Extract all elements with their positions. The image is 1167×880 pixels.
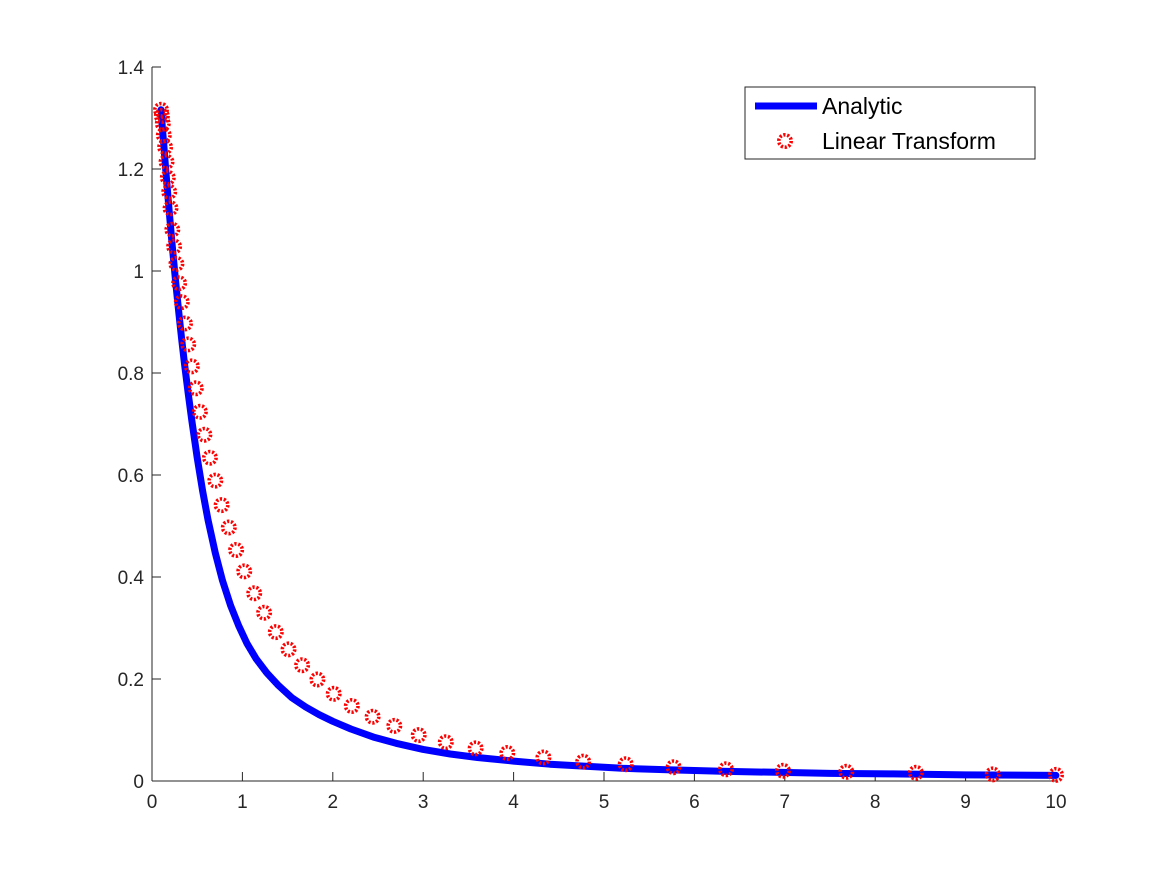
series-point-linear-transform bbox=[191, 403, 208, 420]
y-tick-label: 1.2 bbox=[118, 160, 144, 181]
series-line-analytic bbox=[157, 106, 1060, 779]
series-point-linear-transform bbox=[838, 763, 855, 780]
series-point-linear-transform bbox=[213, 497, 230, 514]
series-point-linear-transform bbox=[187, 380, 204, 397]
y-tick-label: 0.4 bbox=[118, 568, 145, 589]
y-tick-label: 0.6 bbox=[118, 466, 144, 487]
series-point-linear-transform bbox=[155, 127, 172, 144]
series-point-linear-transform bbox=[467, 740, 484, 757]
series-point-linear-transform bbox=[267, 624, 284, 641]
series-point-linear-transform bbox=[246, 585, 263, 602]
series-point-linear-transform bbox=[325, 685, 342, 702]
y-tick-label: 1.4 bbox=[118, 58, 145, 79]
series-point-linear-transform bbox=[437, 734, 454, 751]
series-point-linear-transform bbox=[161, 183, 178, 200]
series-point-linear-transform bbox=[343, 697, 360, 714]
series-point-linear-transform bbox=[575, 753, 592, 770]
series-point-linear-transform bbox=[410, 727, 427, 744]
series-point-linear-transform bbox=[499, 744, 516, 761]
y-tick-label: 0.2 bbox=[118, 670, 144, 691]
series-point-linear-transform bbox=[294, 657, 311, 674]
series-point-linear-transform bbox=[173, 294, 190, 311]
series-point-linear-transform bbox=[309, 671, 326, 688]
x-tick-label: 0 bbox=[147, 792, 158, 813]
y-tick-label: 0 bbox=[133, 772, 144, 793]
x-tick-label: 5 bbox=[599, 792, 610, 813]
x-tick-label: 7 bbox=[780, 792, 791, 813]
series-point-linear-transform bbox=[236, 563, 253, 580]
x-tick-label: 3 bbox=[418, 792, 429, 813]
series-point-linear-transform bbox=[280, 641, 297, 658]
series-point-linear-transform bbox=[1048, 766, 1065, 783]
series-point-linear-transform bbox=[166, 238, 183, 255]
x-tick-label: 9 bbox=[960, 792, 971, 813]
x-tick-label: 4 bbox=[508, 792, 519, 813]
legend-label-analytic: Analytic bbox=[822, 93, 903, 119]
series-point-linear-transform bbox=[220, 519, 237, 536]
x-tick-label: 1 bbox=[237, 792, 248, 813]
plot-series bbox=[153, 101, 1065, 783]
series-point-linear-transform bbox=[183, 358, 200, 375]
x-tick-label: 8 bbox=[870, 792, 881, 813]
series-point-linear-transform bbox=[386, 717, 403, 734]
series-point-linear-transform bbox=[228, 541, 245, 558]
series-point-linear-transform bbox=[201, 449, 218, 466]
series-point-linear-transform bbox=[617, 756, 634, 773]
series-point-linear-transform bbox=[984, 766, 1001, 783]
x-tick-label: 10 bbox=[1045, 792, 1066, 813]
series-point-linear-transform bbox=[535, 749, 552, 766]
legend-swatch-linear-transform bbox=[776, 133, 793, 150]
series-point-linear-transform bbox=[164, 221, 181, 238]
series-point-linear-transform bbox=[168, 255, 185, 272]
series-point-linear-transform bbox=[907, 764, 924, 781]
series-point-linear-transform bbox=[180, 336, 197, 353]
series-point-linear-transform bbox=[774, 762, 791, 779]
y-tick-label: 0.8 bbox=[118, 364, 144, 385]
series-point-linear-transform bbox=[171, 275, 188, 292]
series-point-linear-transform bbox=[158, 153, 175, 170]
series-point-linear-transform bbox=[717, 761, 734, 778]
legend: Analytic Linear Transform bbox=[744, 86, 1036, 160]
legend-box bbox=[744, 86, 1036, 160]
series-point-linear-transform bbox=[256, 604, 273, 621]
series-point-linear-transform bbox=[196, 426, 213, 443]
series-point-linear-transform bbox=[153, 108, 170, 125]
series-point-linear-transform bbox=[177, 315, 194, 332]
series-point-linear-transform bbox=[665, 759, 682, 776]
series-point-linear-transform bbox=[162, 200, 179, 217]
series-point-linear-transform bbox=[157, 139, 174, 156]
axes: 0 1 2 3 4 5 6 7 8 9 10 0 0.2 0.4 0.6 0.8 1 1.2 1.4 bbox=[118, 58, 1067, 813]
series-point-linear-transform bbox=[159, 169, 176, 186]
series-point-linear-transform bbox=[207, 472, 224, 489]
series-point-linear-transform bbox=[153, 101, 170, 118]
x-tick-label: 6 bbox=[689, 792, 700, 813]
legend-label-linear-transform: Linear Transform bbox=[822, 128, 996, 154]
y-tick-label: 1 bbox=[133, 262, 144, 283]
x-tick-label: 2 bbox=[328, 792, 339, 813]
series-point-linear-transform bbox=[364, 708, 381, 725]
